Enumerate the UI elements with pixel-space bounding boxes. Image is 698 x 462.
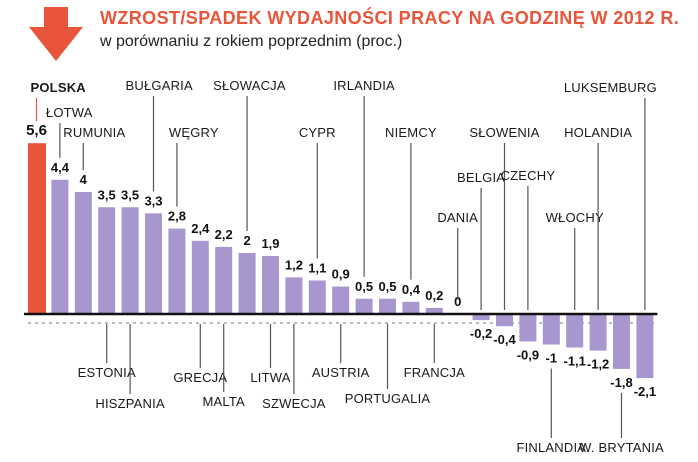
country-label-litwa: LITWA <box>250 370 290 385</box>
value-label-litwa: 1,9 <box>261 236 279 251</box>
value-label-irlandia: 0,5 <box>355 279 373 294</box>
country-label-portugalia: PORTUGALIA <box>345 391 431 406</box>
value-label-estonia: 3,5 <box>98 187 116 202</box>
bar-litwa <box>262 256 279 314</box>
value-label-wegry: 2,8 <box>168 209 186 224</box>
bar-hiszpania <box>121 207 139 314</box>
value-label-francja: 0,2 <box>425 288 443 303</box>
value-label-grecja: 2,4 <box>191 221 210 236</box>
country-label-malta: MALTA <box>202 394 245 409</box>
country-label-dania: DANIA <box>437 210 478 225</box>
value-label-portugalia: 0,5 <box>378 279 396 294</box>
bar-bulgaria <box>145 213 162 314</box>
bar-malta <box>215 246 233 314</box>
value-label-slowacja: 2 <box>243 233 250 248</box>
down-arrow-icon <box>29 7 83 61</box>
value-label-slowenia: -0,4 <box>493 332 516 347</box>
value-label-dania: 0 <box>454 294 461 309</box>
bar-estonia <box>98 207 116 314</box>
bar-cypr <box>308 280 326 314</box>
bar-lotwa <box>51 179 69 314</box>
value-label-luksemburg: -2,1 <box>634 384 656 399</box>
bar-slowenia <box>496 314 513 327</box>
country-label-czechy: CZECHY <box>501 168 556 183</box>
bar-holandia <box>589 314 607 351</box>
country-label-irlandia: IRLANDIA <box>333 78 395 93</box>
value-label-hiszpania: 3,5 <box>121 187 139 202</box>
country-label-slowacja: SŁOWACJA <box>213 78 286 93</box>
bar-luksemburg <box>636 314 654 379</box>
country-label-slowenia: SŁOWENIA <box>469 125 539 140</box>
bar-niemcy <box>402 301 420 314</box>
country-label-lotwa: ŁOTWA <box>46 105 93 120</box>
country-label-grecja: GRECJA <box>173 370 227 385</box>
country-label-w-brytania: W. BRYTANIA <box>579 440 664 455</box>
country-label-luksemburg: LUKSEMBURG <box>564 80 657 95</box>
country-label-holandia: HOLANDIA <box>564 125 632 140</box>
country-label-cypr: CYPR <box>299 125 336 140</box>
country-label-szwecja: SZWECJA <box>262 396 326 411</box>
bar-polska <box>28 143 46 314</box>
bar-w-brytania <box>613 314 630 369</box>
country-label-finlandia: FINLANDIA <box>516 440 586 455</box>
chart-subtitle: w porównaniu z rokiem poprzednim (proc.) <box>100 33 403 50</box>
bar-grecja <box>191 240 209 314</box>
value-label-holandia: -1,2 <box>587 357 609 372</box>
value-label-bulgaria: 3,3 <box>144 193 162 208</box>
value-label-niemcy: 0,4 <box>402 282 421 297</box>
bar-wegry <box>168 228 186 314</box>
country-label-wegry: WĘGRY <box>169 125 219 140</box>
country-label-niemcy: NIEMCY <box>385 125 437 140</box>
value-label-austria: 0,9 <box>332 267 350 282</box>
value-label-cypr: 1,1 <box>308 260 326 275</box>
bar-belgia <box>472 314 490 321</box>
value-label-lotwa: 4,4 <box>51 160 70 175</box>
bar-szwecja <box>285 277 303 314</box>
bar-austria <box>332 286 350 314</box>
country-label-estonia: ESTONIA <box>78 365 136 380</box>
bar-portugalia <box>379 298 396 314</box>
value-label-belgia: -0,2 <box>470 326 492 341</box>
country-label-rumunia: RUMUNIA <box>63 125 125 140</box>
country-label-hiszpania: HISZPANIA <box>95 396 165 411</box>
value-label-rumunia: 4 <box>80 172 88 187</box>
bar-slowacja <box>238 253 256 314</box>
value-label-wlochy: -1,1 <box>563 354 585 369</box>
country-label-polska: POLSKA <box>31 80 87 95</box>
chart-header: WZROST/SPADEK WYDAJNOŚCI PRACY NA GODZIN… <box>0 0 698 61</box>
bar-finlandia <box>542 314 560 345</box>
value-label-malta: 2,2 <box>215 227 233 242</box>
country-label-francja: FRANCJA <box>404 365 465 380</box>
country-label-bulgaria: BUŁGARIA <box>126 78 193 93</box>
bar-czechy <box>519 314 537 342</box>
value-label-finlandia: -1 <box>546 351 558 366</box>
bar-wlochy <box>566 314 584 348</box>
bar-rumunia <box>74 192 92 314</box>
country-label-wlochy: WŁOCHY <box>546 210 604 225</box>
bar-irlandia <box>355 298 373 314</box>
country-label-belgia: BELGIA <box>457 170 505 185</box>
value-label-czechy: -0,9 <box>517 347 539 362</box>
value-label-w-brytania: -1,8 <box>610 375 632 390</box>
chart-title: WZROST/SPADEK WYDAJNOŚCI PRACY NA GODZIN… <box>100 8 680 28</box>
bar-francja <box>425 307 443 314</box>
value-label-szwecja: 1,2 <box>285 257 303 272</box>
country-label-austria: AUSTRIA <box>312 365 370 380</box>
value-label-polska: 5,6 <box>26 122 47 139</box>
